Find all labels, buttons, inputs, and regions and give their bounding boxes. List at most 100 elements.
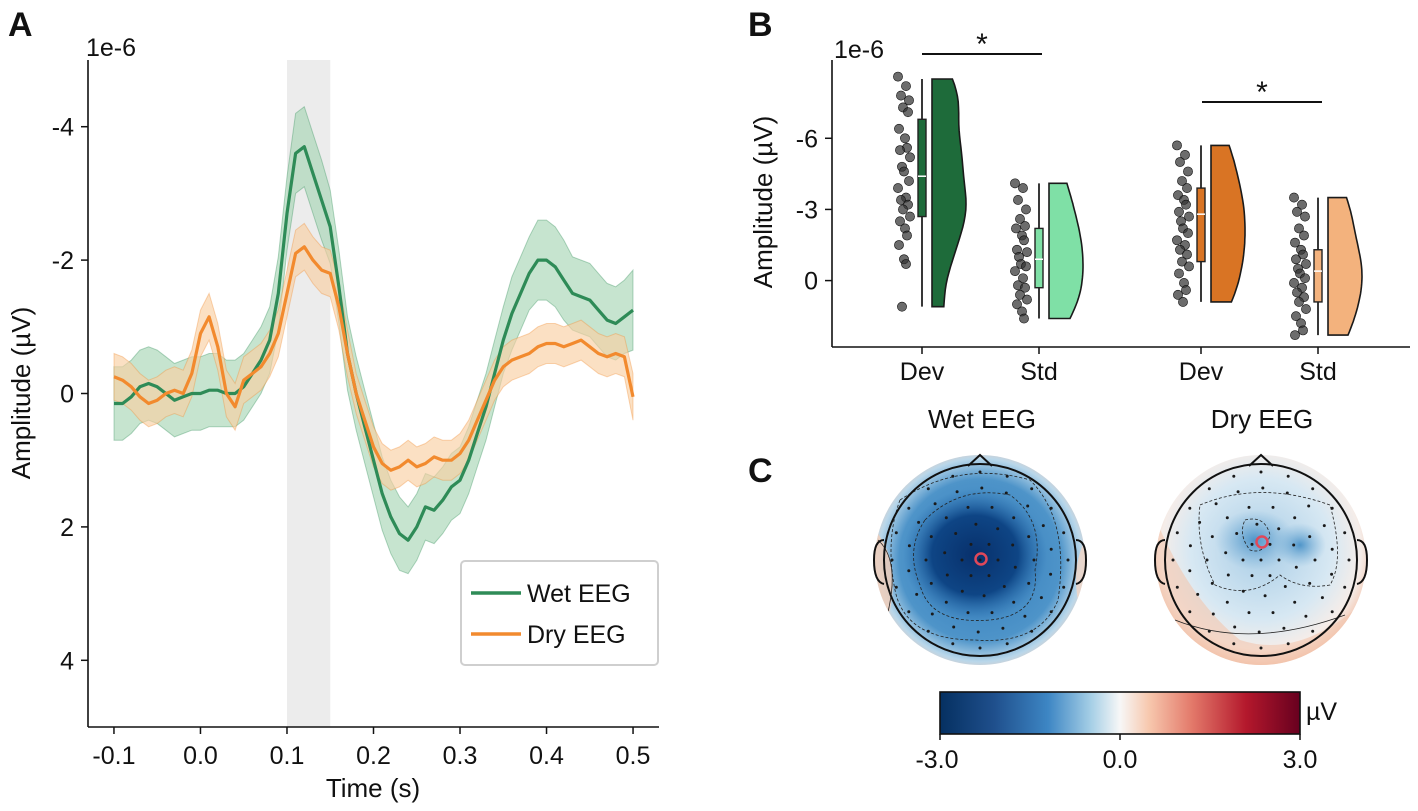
electrode-dot bbox=[1271, 505, 1275, 509]
electrode-dot bbox=[1205, 558, 1209, 562]
raw-points bbox=[893, 71, 1311, 341]
box bbox=[1196, 187, 1206, 263]
electrode-dot bbox=[1049, 610, 1053, 614]
electrode-dot bbox=[1175, 531, 1179, 535]
electrode-dot bbox=[1304, 614, 1308, 618]
data-point bbox=[1294, 297, 1304, 307]
data-point bbox=[905, 152, 915, 163]
x-ticks: Dev Std Dev Std bbox=[900, 347, 1337, 386]
confidence-bands bbox=[113, 105, 634, 575]
data-point bbox=[902, 230, 912, 241]
panel-label-b: B bbox=[748, 6, 773, 44]
electrode-dot bbox=[966, 505, 970, 509]
x-axis-label: Time (s) bbox=[326, 773, 420, 803]
topomap-contour bbox=[1198, 492, 1338, 591]
panel-label-a: A bbox=[8, 6, 33, 44]
topomap-wet bbox=[872, 453, 1088, 665]
electrode-dot bbox=[951, 642, 955, 646]
half-violin-1 bbox=[1048, 182, 1084, 320]
electrode-dot bbox=[1292, 543, 1296, 547]
electrode-dot bbox=[1066, 558, 1070, 562]
left-ear bbox=[872, 539, 885, 585]
data-point bbox=[1183, 166, 1193, 177]
electrode-dot bbox=[1241, 558, 1245, 562]
electrode-dot bbox=[1214, 502, 1218, 506]
x-tick-label: 0.0 bbox=[183, 742, 218, 770]
data-point bbox=[895, 145, 905, 156]
electrode-dot bbox=[894, 585, 898, 589]
y-tick-label: -2 bbox=[52, 247, 74, 275]
electrode-dot bbox=[907, 506, 911, 510]
electrode-dot bbox=[1255, 522, 1259, 526]
box bbox=[1034, 227, 1044, 289]
topomaps: µV -3.0 0.0 3.0 bbox=[872, 453, 1369, 774]
electrode-dot bbox=[1268, 574, 1272, 578]
electrode-dot bbox=[944, 600, 948, 604]
x-tick-label: 0.3 bbox=[443, 742, 478, 770]
data-point bbox=[1011, 223, 1021, 234]
electrode-dot bbox=[924, 558, 928, 562]
data-point bbox=[1178, 297, 1188, 307]
topomap-contour bbox=[913, 492, 1038, 621]
data-point bbox=[1174, 206, 1184, 217]
y-axis-label: Amplitude (µV) bbox=[748, 116, 778, 288]
box bbox=[1313, 249, 1323, 303]
right-ear bbox=[1356, 539, 1369, 585]
electrode-dot bbox=[926, 487, 930, 491]
electrode-dot bbox=[1004, 491, 1008, 495]
electrode-dot bbox=[1293, 516, 1297, 520]
electrode-dot bbox=[990, 611, 994, 615]
legend: Wet EEG Dry EEG bbox=[460, 560, 659, 666]
electrode-dot bbox=[1286, 642, 1290, 646]
electrode-dot bbox=[1171, 558, 1175, 562]
data-point bbox=[1182, 249, 1192, 260]
group-label-wet: Wet EEG bbox=[928, 404, 1036, 434]
half-violin-3 bbox=[1327, 196, 1363, 336]
data-point bbox=[1183, 228, 1193, 239]
data-point bbox=[1019, 235, 1029, 246]
half-violins bbox=[931, 78, 1363, 336]
electrode-dot bbox=[1311, 487, 1315, 491]
colorbar-tick-label: 3.0 bbox=[1283, 746, 1318, 774]
electrode-dot bbox=[996, 527, 1000, 531]
electrode-dot bbox=[1049, 506, 1053, 510]
electrode-dot bbox=[1041, 524, 1045, 528]
colorbar-tick-label: 0.0 bbox=[1103, 746, 1138, 774]
electrode-dot bbox=[1210, 581, 1214, 585]
electrode-dot bbox=[1294, 565, 1298, 569]
data-point bbox=[1182, 183, 1192, 193]
significance-star-dry: * bbox=[1256, 76, 1268, 109]
data-point bbox=[1292, 206, 1302, 217]
data-point bbox=[1172, 140, 1182, 151]
electrode-dot bbox=[1005, 642, 1009, 646]
electrode-dot bbox=[1026, 504, 1030, 508]
data-point bbox=[1013, 195, 1023, 205]
y-tick-label: -3 bbox=[796, 196, 818, 224]
x-tick-label: 0.2 bbox=[356, 742, 391, 770]
electrode-dot bbox=[1330, 547, 1334, 551]
legend-label-wet: Wet EEG bbox=[527, 580, 631, 608]
electrode-dot bbox=[1175, 585, 1179, 589]
data-point bbox=[901, 259, 911, 269]
data-point bbox=[1184, 261, 1194, 272]
half-violin-2 bbox=[1210, 144, 1246, 303]
topomap-contour bbox=[877, 539, 893, 613]
nose bbox=[967, 453, 993, 467]
electrode-dot bbox=[1308, 581, 1312, 585]
data-point bbox=[905, 211, 915, 222]
data-point bbox=[1289, 192, 1299, 203]
data-point bbox=[1290, 330, 1300, 341]
electrode-dot bbox=[1232, 474, 1236, 478]
data-point bbox=[1172, 235, 1182, 246]
electrode-dot bbox=[1259, 558, 1263, 562]
electrode-dot bbox=[1027, 581, 1031, 585]
data-point bbox=[1012, 299, 1022, 310]
electrode-dot bbox=[1233, 625, 1237, 629]
data-point bbox=[1020, 221, 1030, 231]
electrode-dot bbox=[1250, 542, 1254, 546]
electrode-dot bbox=[1207, 487, 1211, 491]
series-lines bbox=[113, 145, 635, 542]
electrode-dot bbox=[890, 558, 894, 562]
electrode-dot bbox=[1027, 535, 1031, 539]
